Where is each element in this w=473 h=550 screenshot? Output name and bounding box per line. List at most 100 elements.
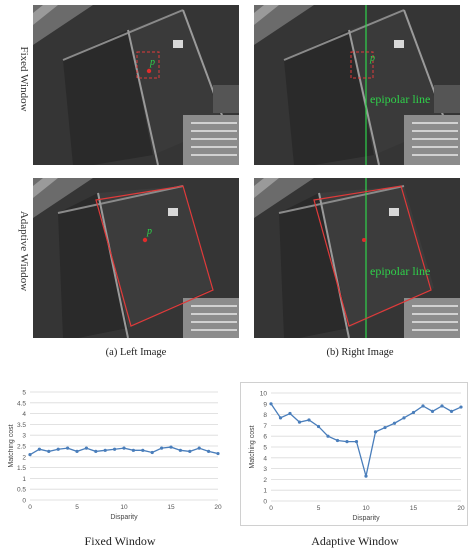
right-image-adaptive-window: epipolar line (254, 178, 460, 338)
matching-cost-chart-adaptive: 0 1 2 3 4 5 6 7 8 9 10 0 5 10 15 20 Disparity Matching co… (249, 391, 465, 523)
aerial-terrain-graphic: p (33, 5, 239, 165)
data-point (411, 410, 416, 415)
y-tick-label: 8 (263, 412, 267, 419)
y-axis-label: Matching cost (249, 425, 256, 468)
y-tick-label: 6 (263, 434, 267, 441)
point-label: p (149, 57, 155, 68)
chart-fixed-window: 0 0.5 1 1.5 2 2.5 3 3.5 4 4.5 5 0 5 10 15 20 Disparity Ma… (8, 382, 226, 522)
x-axis-label: Disparity (110, 514, 138, 521)
aerial-terrain-graphic: epipolar line (254, 178, 460, 338)
point-label: p (146, 226, 152, 237)
fixed-window-box (350, 51, 374, 79)
aerial-terrain-graphic: p (33, 178, 239, 338)
right-image-fixed-window: p epipolar line (254, 5, 460, 165)
data-point (37, 447, 41, 451)
data-point (28, 453, 32, 457)
data-point (188, 449, 192, 453)
x-axis-label: Disparity (352, 515, 380, 522)
data-point (307, 418, 311, 422)
data-point (364, 474, 368, 478)
adaptive-window-outline (313, 185, 432, 327)
data-point (94, 449, 98, 453)
aerial-terrain-graphic: p epipolar line (254, 5, 460, 165)
data-point (383, 425, 387, 430)
y-tick-label: 5 (263, 445, 267, 452)
point-marker (146, 68, 152, 74)
x-tick-label: 0 (28, 504, 32, 511)
row-label-fixed-window: Fixed Window (18, 46, 30, 112)
data-point (75, 449, 79, 453)
data-point (122, 446, 126, 450)
data-point (66, 446, 70, 450)
y-tick-label: 2.5 (17, 444, 26, 451)
data-point (392, 421, 397, 425)
data-point (178, 448, 182, 452)
y-tick-label: 0.5 (17, 487, 26, 494)
data-point (345, 440, 349, 444)
epipolar-line-label: epipolar line (370, 92, 430, 106)
data-point (316, 424, 321, 429)
fixed-window-box (136, 51, 160, 79)
bottom-caption-adaptive-window: Adaptive Window (311, 534, 399, 548)
bottom-caption-fixed-window: Fixed Window (84, 534, 156, 548)
data-point (297, 420, 302, 424)
point-marker (362, 238, 366, 242)
y-tick-label: 2 (22, 454, 26, 461)
row-label-adaptive-window: Adaptive Window (18, 210, 30, 292)
x-tick-label: 10 (120, 504, 128, 511)
y-tick-label: 5 (22, 390, 26, 397)
y-tick-label: 0 (22, 498, 26, 505)
y-tick-label: 3.5 (17, 422, 26, 429)
data-point (335, 438, 340, 443)
x-tick-label: 15 (167, 504, 175, 511)
data-point (326, 434, 330, 438)
data-point (440, 404, 444, 408)
data-point (278, 416, 283, 420)
data-point (56, 447, 60, 451)
data-point (421, 404, 425, 408)
data-point (216, 451, 220, 456)
y-tick-label: 1 (263, 488, 267, 495)
data-point (113, 447, 117, 451)
data-point (150, 450, 154, 455)
left-image-fixed-window: p (33, 5, 239, 165)
y-tick-label: 4 (263, 455, 267, 462)
point-marker (142, 237, 148, 243)
data-point (160, 446, 164, 450)
x-tick-label: 5 (75, 504, 79, 511)
matching-cost-chart-fixed: 0 0.5 1 1.5 2 2.5 3 3.5 4 4.5 5 0 5 10 15 20 Disparity Ma… (8, 390, 222, 522)
caption-left-image: (a) Left Image (105, 347, 167, 358)
data-point (288, 411, 292, 416)
y-tick-label: 4.5 (17, 400, 26, 407)
y-tick-label: 7 (263, 423, 267, 430)
y-tick-label: 0 (263, 499, 267, 506)
data-point (169, 445, 173, 449)
data-point (207, 449, 211, 453)
y-tick-label: 3 (263, 466, 267, 473)
x-tick-label: 20 (214, 504, 222, 511)
data-point (47, 449, 51, 453)
y-tick-label: 1 (22, 476, 26, 483)
left-image-adaptive-window: p (33, 178, 239, 338)
data-point (103, 448, 107, 452)
caption-right-image: (b) Right Image (326, 347, 394, 358)
data-point (354, 440, 359, 444)
x-tick-label: 10 (362, 505, 370, 512)
data-point (197, 446, 201, 450)
adaptive-window-outline (95, 185, 214, 327)
x-tick-label: 15 (410, 505, 418, 512)
x-tick-label: 0 (269, 505, 273, 512)
y-tick-label: 9 (263, 401, 267, 408)
data-point (84, 446, 88, 450)
data-point (430, 409, 435, 413)
y-tick-label: 4 (22, 411, 26, 418)
epipolar-line-label: epipolar line (370, 264, 430, 278)
y-tick-label: 3 (22, 433, 26, 440)
x-tick-label: 5 (317, 505, 321, 512)
point-label: p (369, 53, 375, 64)
data-point (402, 416, 406, 420)
data-point (449, 409, 454, 413)
data-point (131, 448, 135, 452)
data-point (373, 430, 378, 434)
data-point (459, 405, 463, 409)
